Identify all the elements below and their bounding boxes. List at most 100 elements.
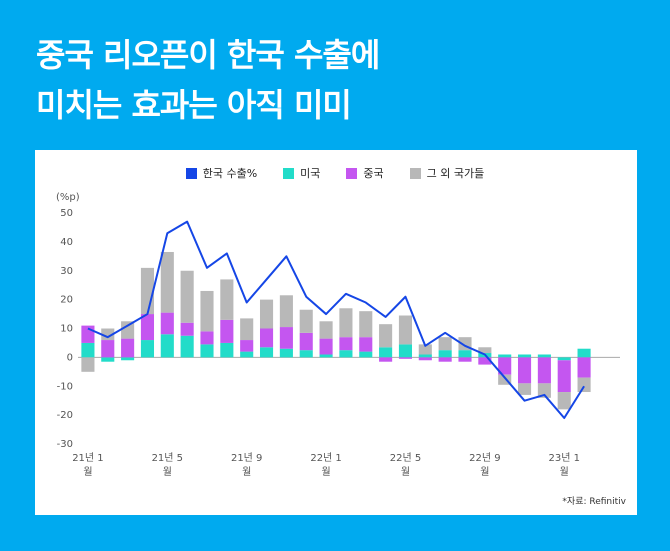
- bar-segment: [101, 357, 115, 362]
- bar-segment: [101, 340, 115, 358]
- bar-segment: [180, 322, 194, 336]
- bar-segment: [517, 383, 532, 395]
- bar-segment: [81, 325, 95, 343]
- bar-segment: [240, 340, 254, 352]
- y-tick-label: 40: [60, 237, 73, 248]
- x-tick-label: 23년 1월: [548, 453, 580, 478]
- title-line: 중국 리오픈이 한국 수출에: [36, 36, 380, 74]
- bar-segment: [319, 354, 333, 358]
- bar-segment: [279, 295, 293, 328]
- bar-segment: [180, 335, 194, 358]
- bar-segment: [438, 337, 452, 351]
- bar-segment: [379, 324, 393, 348]
- x-tick-label: 22년 5월: [389, 453, 422, 478]
- y-tick-label: 10: [60, 324, 73, 335]
- bar-segment: [220, 319, 234, 343]
- bar-segment: [398, 344, 413, 358]
- bar-segment: [140, 267, 155, 315]
- bar-segment: [220, 342, 234, 358]
- bar-segment: [299, 309, 313, 333]
- legend-label: 중국: [363, 167, 384, 180]
- bar-segment: [200, 331, 214, 345]
- legend-swatch: [185, 167, 197, 179]
- bar-segment: [81, 357, 95, 372]
- line-series: [87, 220, 585, 420]
- bar-segment: [220, 279, 234, 320]
- bar-segment: [517, 354, 532, 358]
- bar-segment: [259, 347, 274, 358]
- bar-segment: [478, 357, 492, 365]
- bar-segment: [339, 308, 353, 338]
- legend-label: 한국 수출%: [202, 167, 258, 180]
- bar-segment: [438, 350, 452, 358]
- bar-segment: [339, 350, 353, 358]
- bar-segment: [418, 344, 432, 355]
- bar-segment: [478, 347, 492, 354]
- x-tick-label: 21년 5월: [151, 453, 184, 478]
- bar-segment: [557, 360, 571, 393]
- bar-segment: [299, 332, 313, 351]
- y-tick-label: 50: [60, 208, 73, 219]
- y-tick-label: -20: [57, 410, 73, 421]
- bar-segment: [498, 354, 512, 358]
- bar-segment: [160, 251, 174, 313]
- bar-segment: [458, 357, 472, 362]
- chart-card: [35, 150, 637, 515]
- bar-segment: [537, 357, 551, 384]
- bar-segment: [319, 321, 333, 339]
- bar-segment: [577, 348, 591, 358]
- legend-label: 미국: [300, 167, 321, 180]
- bar-segment: [101, 328, 115, 341]
- bar-segment: [279, 327, 293, 349]
- bar-segment: [299, 350, 313, 358]
- bar-segment: [379, 357, 393, 362]
- bar-segment: [339, 337, 353, 351]
- bar-segment: [557, 392, 571, 410]
- bar-segment: [498, 357, 512, 375]
- bar-segment: [359, 311, 373, 338]
- bar-segment: [418, 357, 432, 361]
- bar-segment: [438, 357, 452, 362]
- x-tick-label: 21년 9월: [230, 453, 263, 478]
- legend-item: 중국: [346, 165, 384, 181]
- bar-segment: [121, 338, 135, 358]
- bar-segment: [259, 299, 274, 329]
- y-tick-label: -30: [57, 439, 73, 450]
- bar-segment: [359, 351, 373, 358]
- bar-segment: [398, 357, 413, 359]
- legend: 한국 수출% 미국 중국 그 외 국가들: [0, 165, 670, 181]
- legend-swatch: [409, 167, 421, 179]
- bar-segment: [180, 270, 194, 323]
- bar-segment: [398, 315, 413, 345]
- legend-label: 그 외 국가들: [426, 167, 485, 180]
- legend-swatch: [346, 167, 358, 179]
- bar-segment: [259, 328, 274, 348]
- bar-segment: [121, 321, 135, 339]
- bar-segment: [359, 337, 373, 352]
- bar-segment: [160, 334, 174, 358]
- bar-segment: [418, 354, 432, 358]
- bar-segment: [577, 377, 591, 393]
- source: *자료: Refinitiv: [562, 497, 626, 507]
- bar-segment: [240, 318, 254, 341]
- bar-segment: [379, 347, 393, 358]
- title-line: 미치는 효과는 아직 미미: [36, 86, 352, 124]
- bar-segment: [200, 290, 214, 332]
- bar-segment: [279, 348, 293, 358]
- y-tick-label: -10: [57, 381, 73, 392]
- y-axis-label: (%p): [56, 192, 80, 203]
- legend-swatch: [283, 167, 295, 179]
- bar-segment: [557, 357, 571, 361]
- bar-segment: [200, 344, 214, 358]
- bar-segment: [517, 357, 532, 384]
- legend-item: 미국: [283, 165, 320, 181]
- bar-segment: [498, 374, 512, 385]
- y-tick-label: 0: [67, 352, 73, 363]
- bar-segment: [140, 314, 155, 341]
- bar-segment: [160, 312, 174, 335]
- x-tick-label: 21년 1월: [72, 453, 104, 478]
- x-tick-label: 22년 1월: [310, 453, 342, 478]
- bar-segment: [240, 351, 254, 358]
- bar-segment: [319, 338, 333, 355]
